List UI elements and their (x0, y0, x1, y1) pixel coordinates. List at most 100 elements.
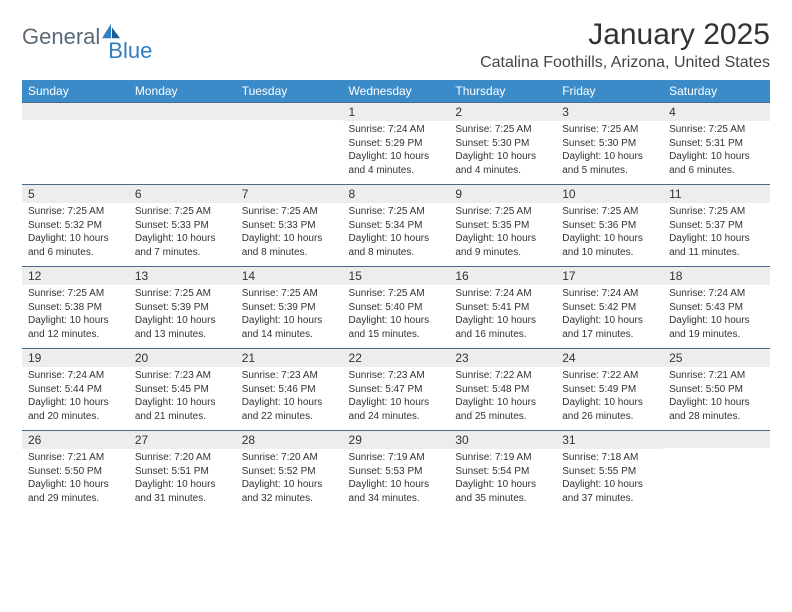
day-number: 23 (449, 348, 556, 367)
sunrise-line: Sunrise: 7:25 AM (135, 287, 230, 301)
day-detail: Sunrise: 7:25 AMSunset: 5:39 PMDaylight:… (236, 285, 343, 345)
calendar-day-cell: 18Sunrise: 7:24 AMSunset: 5:43 PMDayligh… (663, 266, 770, 348)
day-number: 20 (129, 348, 236, 367)
sunrise-line: Sunrise: 7:25 AM (242, 205, 337, 219)
location: Catalina Foothills, Arizona, United Stat… (480, 54, 770, 72)
sunset-line: Sunset: 5:33 PM (135, 219, 230, 233)
calendar-day-cell: 30Sunrise: 7:19 AMSunset: 5:54 PMDayligh… (449, 430, 556, 512)
calendar-day-cell: 9Sunrise: 7:25 AMSunset: 5:35 PMDaylight… (449, 184, 556, 266)
sunset-line: Sunset: 5:48 PM (455, 383, 550, 397)
sunset-line: Sunset: 5:54 PM (455, 465, 550, 479)
sunset-line: Sunset: 5:45 PM (135, 383, 230, 397)
day-number: 9 (449, 184, 556, 203)
day-detail: Sunrise: 7:20 AMSunset: 5:52 PMDaylight:… (236, 449, 343, 509)
day-number: 15 (343, 266, 450, 285)
sunrise-line: Sunrise: 7:25 AM (349, 287, 444, 301)
day-number (22, 102, 129, 120)
sunset-line: Sunset: 5:44 PM (28, 383, 123, 397)
daylight-line: Daylight: 10 hours and 12 minutes. (28, 314, 123, 341)
calendar-empty-cell (663, 430, 770, 512)
sunset-line: Sunset: 5:51 PM (135, 465, 230, 479)
daylight-line: Daylight: 10 hours and 5 minutes. (562, 150, 657, 177)
day-detail: Sunrise: 7:25 AMSunset: 5:30 PMDaylight:… (556, 121, 663, 181)
day-number: 27 (129, 430, 236, 449)
day-number: 6 (129, 184, 236, 203)
sunset-line: Sunset: 5:50 PM (669, 383, 764, 397)
sunrise-line: Sunrise: 7:25 AM (28, 205, 123, 219)
day-number: 2 (449, 102, 556, 121)
sunrise-line: Sunrise: 7:24 AM (455, 287, 550, 301)
weekday-header: Thursday (449, 80, 556, 102)
day-detail: Sunrise: 7:25 AMSunset: 5:38 PMDaylight:… (22, 285, 129, 345)
day-number: 3 (556, 102, 663, 121)
calendar-day-cell: 14Sunrise: 7:25 AMSunset: 5:39 PMDayligh… (236, 266, 343, 348)
sunrise-line: Sunrise: 7:24 AM (562, 287, 657, 301)
calendar-table: SundayMondayTuesdayWednesdayThursdayFrid… (22, 80, 770, 512)
daylight-line: Daylight: 10 hours and 37 minutes. (562, 478, 657, 505)
day-detail: Sunrise: 7:20 AMSunset: 5:51 PMDaylight:… (129, 449, 236, 509)
day-detail: Sunrise: 7:25 AMSunset: 5:37 PMDaylight:… (663, 203, 770, 263)
calendar-day-cell: 3Sunrise: 7:25 AMSunset: 5:30 PMDaylight… (556, 102, 663, 184)
sunrise-line: Sunrise: 7:22 AM (562, 369, 657, 383)
day-number: 17 (556, 266, 663, 285)
calendar-day-cell: 1Sunrise: 7:24 AMSunset: 5:29 PMDaylight… (343, 102, 450, 184)
sunset-line: Sunset: 5:39 PM (242, 301, 337, 315)
calendar-page: General Blue January 2025 Catalina Footh… (0, 0, 792, 530)
calendar-week-row: 19Sunrise: 7:24 AMSunset: 5:44 PMDayligh… (22, 348, 770, 430)
daylight-line: Daylight: 10 hours and 21 minutes. (135, 396, 230, 423)
weekday-header: Tuesday (236, 80, 343, 102)
sunset-line: Sunset: 5:49 PM (562, 383, 657, 397)
sunrise-line: Sunrise: 7:25 AM (349, 205, 444, 219)
calendar-empty-cell (129, 102, 236, 184)
daylight-line: Daylight: 10 hours and 29 minutes. (28, 478, 123, 505)
sunset-line: Sunset: 5:29 PM (349, 137, 444, 151)
sunrise-line: Sunrise: 7:22 AM (455, 369, 550, 383)
day-detail: Sunrise: 7:23 AMSunset: 5:45 PMDaylight:… (129, 367, 236, 427)
weekday-header: Saturday (663, 80, 770, 102)
sunrise-line: Sunrise: 7:25 AM (562, 205, 657, 219)
calendar-day-cell: 4Sunrise: 7:25 AMSunset: 5:31 PMDaylight… (663, 102, 770, 184)
day-detail: Sunrise: 7:23 AMSunset: 5:47 PMDaylight:… (343, 367, 450, 427)
day-number: 10 (556, 184, 663, 203)
weekday-header: Sunday (22, 80, 129, 102)
day-detail: Sunrise: 7:21 AMSunset: 5:50 PMDaylight:… (22, 449, 129, 509)
weekday-header: Monday (129, 80, 236, 102)
sunset-line: Sunset: 5:30 PM (562, 137, 657, 151)
day-number: 19 (22, 348, 129, 367)
daylight-line: Daylight: 10 hours and 4 minutes. (349, 150, 444, 177)
day-number: 7 (236, 184, 343, 203)
sunrise-line: Sunrise: 7:25 AM (669, 123, 764, 137)
calendar-day-cell: 31Sunrise: 7:18 AMSunset: 5:55 PMDayligh… (556, 430, 663, 512)
sunrise-line: Sunrise: 7:20 AM (242, 451, 337, 465)
calendar-day-cell: 27Sunrise: 7:20 AMSunset: 5:51 PMDayligh… (129, 430, 236, 512)
day-number: 31 (556, 430, 663, 449)
sunrise-line: Sunrise: 7:21 AM (28, 451, 123, 465)
daylight-line: Daylight: 10 hours and 20 minutes. (28, 396, 123, 423)
day-number: 13 (129, 266, 236, 285)
header: General Blue January 2025 Catalina Footh… (22, 18, 770, 72)
daylight-line: Daylight: 10 hours and 26 minutes. (562, 396, 657, 423)
sunrise-line: Sunrise: 7:25 AM (455, 123, 550, 137)
sunset-line: Sunset: 5:32 PM (28, 219, 123, 233)
day-number: 5 (22, 184, 129, 203)
calendar-day-cell: 17Sunrise: 7:24 AMSunset: 5:42 PMDayligh… (556, 266, 663, 348)
sunset-line: Sunset: 5:50 PM (28, 465, 123, 479)
daylight-line: Daylight: 10 hours and 14 minutes. (242, 314, 337, 341)
day-detail: Sunrise: 7:24 AMSunset: 5:42 PMDaylight:… (556, 285, 663, 345)
day-number: 8 (343, 184, 450, 203)
sunrise-line: Sunrise: 7:24 AM (28, 369, 123, 383)
sunrise-line: Sunrise: 7:23 AM (135, 369, 230, 383)
sunset-line: Sunset: 5:43 PM (669, 301, 764, 315)
sunset-line: Sunset: 5:46 PM (242, 383, 337, 397)
day-number: 22 (343, 348, 450, 367)
brand-logo: General Blue (22, 18, 152, 50)
day-detail: Sunrise: 7:25 AMSunset: 5:33 PMDaylight:… (129, 203, 236, 263)
month-title: January 2025 (480, 18, 770, 52)
day-detail: Sunrise: 7:21 AMSunset: 5:50 PMDaylight:… (663, 367, 770, 427)
sunrise-line: Sunrise: 7:24 AM (669, 287, 764, 301)
sunset-line: Sunset: 5:52 PM (242, 465, 337, 479)
day-number: 12 (22, 266, 129, 285)
calendar-day-cell: 15Sunrise: 7:25 AMSunset: 5:40 PMDayligh… (343, 266, 450, 348)
sunset-line: Sunset: 5:53 PM (349, 465, 444, 479)
weekday-header: Wednesday (343, 80, 450, 102)
